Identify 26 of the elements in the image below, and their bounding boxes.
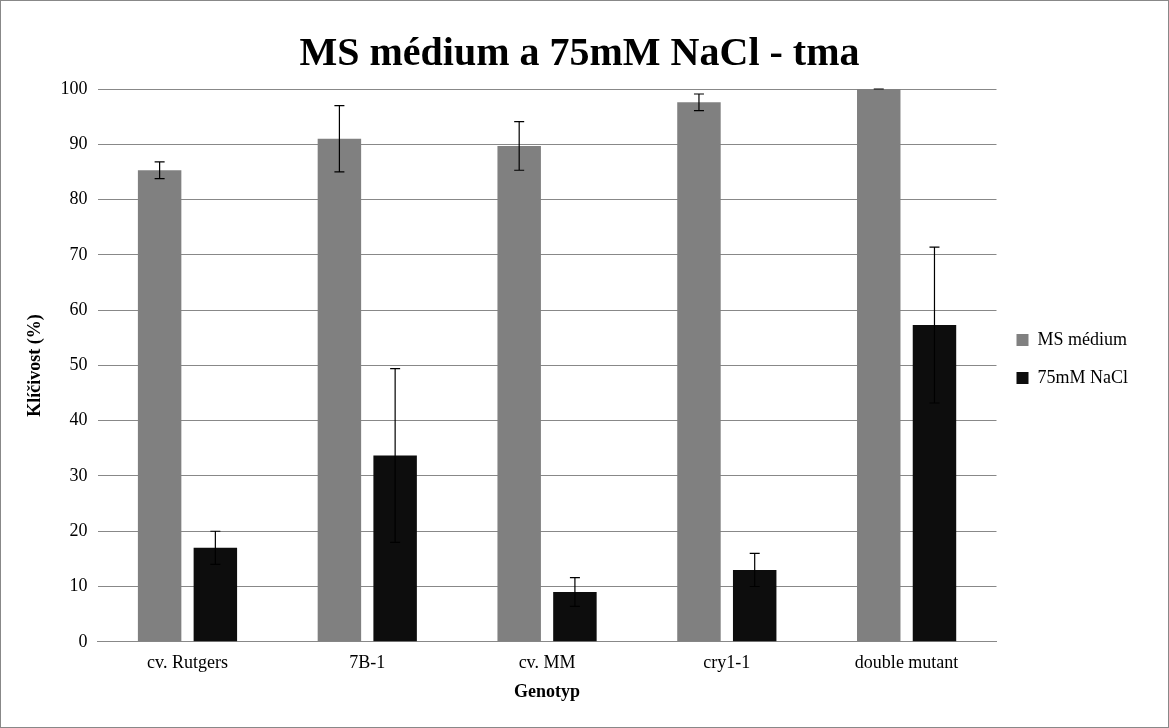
y-tick-label: 60 bbox=[69, 298, 88, 319]
y-tick-label: 90 bbox=[69, 133, 88, 154]
y-tick-label: 80 bbox=[69, 188, 88, 209]
y-tick-label: 30 bbox=[69, 464, 88, 485]
legend-label: 75mM NaCl bbox=[1037, 366, 1129, 387]
chart-title: MS médium a 75mM NaCl - tma bbox=[299, 29, 860, 75]
y-tick-label: 70 bbox=[69, 243, 88, 264]
bar bbox=[373, 455, 417, 642]
y-tick-label: 100 bbox=[60, 77, 88, 98]
legend-label: MS médium bbox=[1037, 328, 1128, 349]
bar bbox=[553, 592, 597, 642]
y-tick-label: 20 bbox=[69, 519, 88, 540]
y-axis-title: Klíčivost (%) bbox=[24, 314, 46, 417]
y-tick-label: 40 bbox=[69, 409, 88, 430]
x-tick-label: double mutant bbox=[854, 652, 959, 673]
y-tick-label: 50 bbox=[69, 354, 88, 375]
x-tick-label: cry1-1 bbox=[703, 652, 751, 673]
x-axis-title: Genotyp bbox=[514, 680, 581, 701]
y-tick-label: 10 bbox=[69, 575, 88, 596]
y-tick-label: 0 bbox=[78, 630, 88, 651]
bar bbox=[912, 325, 957, 642]
x-tick-label: cv. Rutgers bbox=[147, 652, 228, 673]
x-tick-label: 7B-1 bbox=[349, 652, 386, 673]
bar bbox=[732, 569, 777, 642]
bar bbox=[193, 547, 238, 642]
x-tick-label: cv. MM bbox=[518, 652, 576, 673]
